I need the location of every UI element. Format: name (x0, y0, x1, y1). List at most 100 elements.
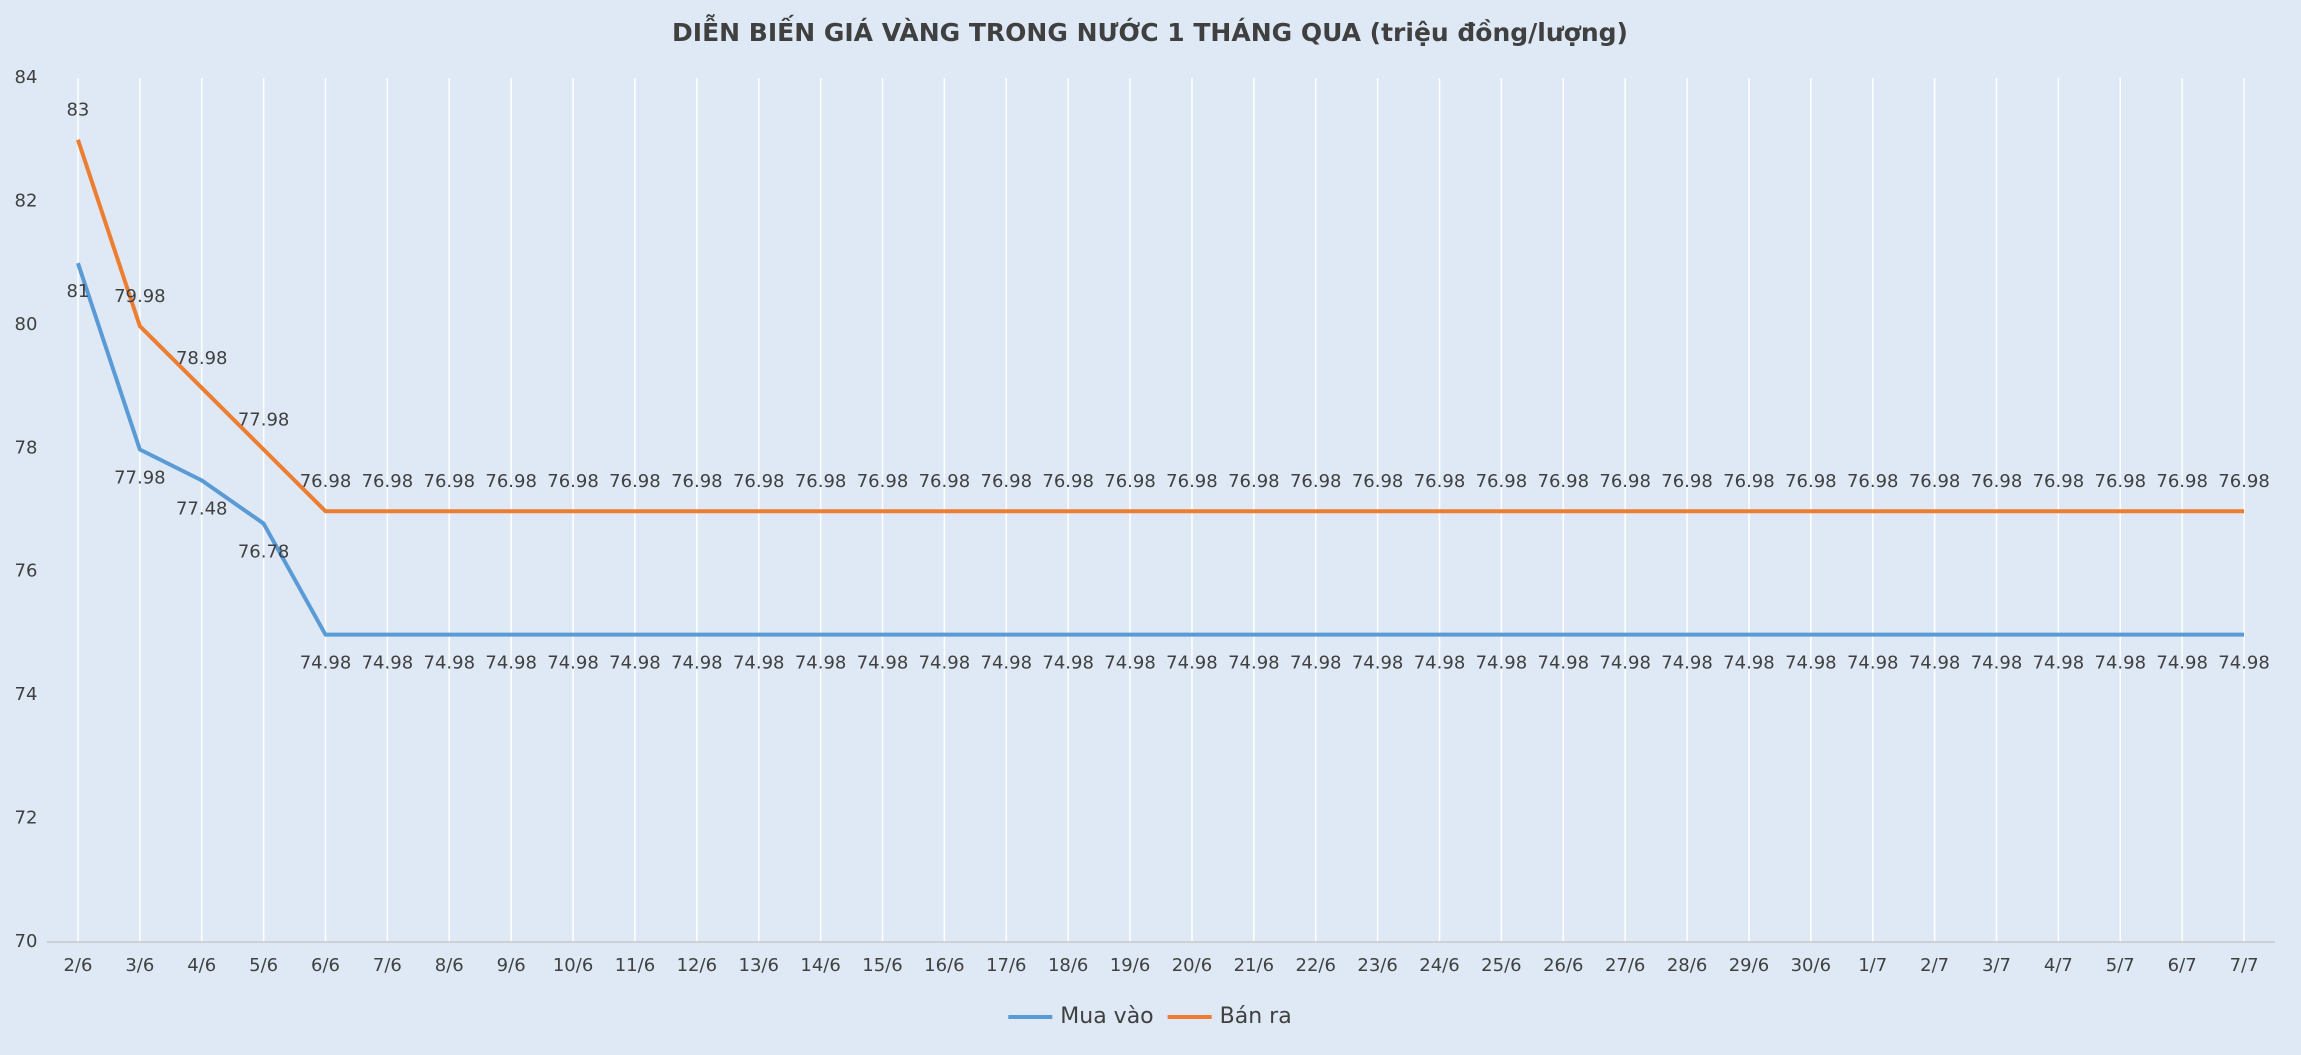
data-label: 76.98 (1909, 471, 1961, 492)
data-label: 76.98 (733, 471, 785, 492)
data-label: 74.98 (671, 653, 723, 674)
data-label: 76.98 (1599, 471, 1651, 492)
data-label: 76.98 (981, 471, 1033, 492)
x-tick-label: 11/6 (615, 955, 655, 976)
x-tick-label: 7/6 (373, 955, 402, 976)
data-label: 74.98 (1228, 653, 1280, 674)
x-tick-label: 5/6 (249, 955, 278, 976)
data-label: 74.98 (1723, 653, 1775, 674)
x-tick-label: 25/6 (1481, 955, 1521, 976)
data-label: 74.98 (362, 653, 414, 674)
x-tick-label: 6/6 (311, 955, 340, 976)
data-label: 74.98 (1785, 653, 1837, 674)
data-label: 76.98 (424, 471, 476, 492)
x-tick-label: 8/6 (435, 955, 464, 976)
x-tick-label: 5/7 (2106, 955, 2135, 976)
x-tick-label: 4/6 (187, 955, 216, 976)
y-tick-label: 72 (15, 808, 38, 829)
data-label: 74.98 (1538, 653, 1590, 674)
x-tick-label: 30/6 (1791, 955, 1831, 976)
data-label: 76.98 (300, 471, 352, 492)
data-label: 76.98 (795, 471, 847, 492)
data-label: 76.98 (1290, 471, 1342, 492)
data-label: 74.98 (1290, 653, 1342, 674)
x-tick-label: 26/6 (1543, 955, 1583, 976)
x-tick-label: 3/6 (125, 955, 154, 976)
data-label: 81 (66, 281, 89, 302)
x-tick-label: 2/6 (63, 955, 92, 976)
legend-label: Mua vào (1060, 1004, 1153, 1029)
y-tick-label: 74 (15, 684, 38, 705)
data-label: 74.98 (2033, 653, 2085, 674)
x-tick-label: 27/6 (1605, 955, 1645, 976)
x-tick-label: 7/7 (2230, 955, 2259, 976)
data-label: 74.98 (1847, 653, 1899, 674)
data-label: 76.98 (1476, 471, 1528, 492)
x-tick-label: 18/6 (1048, 955, 1088, 976)
data-label: 77.48 (176, 498, 228, 519)
data-label: 76.98 (857, 471, 909, 492)
data-label: 74.98 (485, 653, 537, 674)
x-tick-label: 17/6 (986, 955, 1026, 976)
data-label: 77.98 (238, 410, 290, 431)
data-label: 74.98 (1971, 653, 2023, 674)
data-label: 74.98 (2095, 653, 2147, 674)
data-label: 74.98 (981, 653, 1033, 674)
data-label: 76.98 (1971, 471, 2023, 492)
data-label: 76.98 (362, 471, 414, 492)
data-label: 74.98 (857, 653, 909, 674)
data-label: 78.98 (176, 348, 228, 369)
x-tick-label: 10/6 (553, 955, 593, 976)
data-label: 74.98 (1042, 653, 1094, 674)
data-label: 76.98 (485, 471, 537, 492)
data-label: 74.98 (424, 653, 476, 674)
x-tick-label: 13/6 (739, 955, 779, 976)
x-tick-label: 4/7 (2044, 955, 2073, 976)
data-label: 74.98 (919, 653, 971, 674)
data-label: 76.98 (1661, 471, 1713, 492)
y-tick-label: 84 (15, 67, 38, 88)
x-tick-label: 23/6 (1357, 955, 1397, 976)
data-label: 74.98 (1104, 653, 1156, 674)
data-label: 74.98 (2156, 653, 2208, 674)
data-label: 76.98 (2156, 471, 2208, 492)
data-label: 76.98 (1414, 471, 1466, 492)
data-label: 74.98 (1166, 653, 1218, 674)
data-label: 76.98 (2033, 471, 2085, 492)
x-tick-label: 9/6 (497, 955, 526, 976)
y-tick-label: 82 (15, 190, 38, 211)
data-label: 74.98 (609, 653, 661, 674)
x-tick-label: 19/6 (1110, 955, 1150, 976)
x-tick-label: 2/7 (1920, 955, 1949, 976)
series-line (76, 139, 2245, 514)
series-line (76, 262, 2245, 637)
x-tick-label: 21/6 (1234, 955, 1274, 976)
y-tick-label: 76 (15, 561, 38, 582)
data-label: 74.98 (1476, 653, 1528, 674)
data-label: 76.98 (1166, 471, 1218, 492)
data-label: 76.98 (2218, 471, 2270, 492)
data-label: 76.98 (1042, 471, 1094, 492)
y-tick-label: 80 (15, 314, 38, 335)
data-label: 76.98 (547, 471, 599, 492)
y-tick-label: 78 (15, 437, 38, 458)
data-label: 74.98 (1352, 653, 1404, 674)
data-label: 74.98 (2218, 653, 2270, 674)
data-label: 74.98 (1661, 653, 1713, 674)
data-label: 74.98 (795, 653, 847, 674)
x-tick-label: 6/7 (2168, 955, 2197, 976)
data-label: 79.98 (114, 286, 166, 307)
data-label: 76.98 (919, 471, 971, 492)
data-label: 74.98 (1599, 653, 1651, 674)
legend-label: Bán ra (1220, 1004, 1292, 1029)
x-tick-label: 14/6 (800, 955, 840, 976)
data-label: 76.78 (238, 542, 290, 563)
data-label: 76.98 (1785, 471, 1837, 492)
data-label: 76.98 (2095, 471, 2147, 492)
data-label: 83 (66, 100, 89, 121)
x-tick-label: 28/6 (1667, 955, 1707, 976)
x-tick-label: 12/6 (677, 955, 717, 976)
data-label: 76.98 (1228, 471, 1280, 492)
x-tick-label: 3/7 (1982, 955, 2011, 976)
